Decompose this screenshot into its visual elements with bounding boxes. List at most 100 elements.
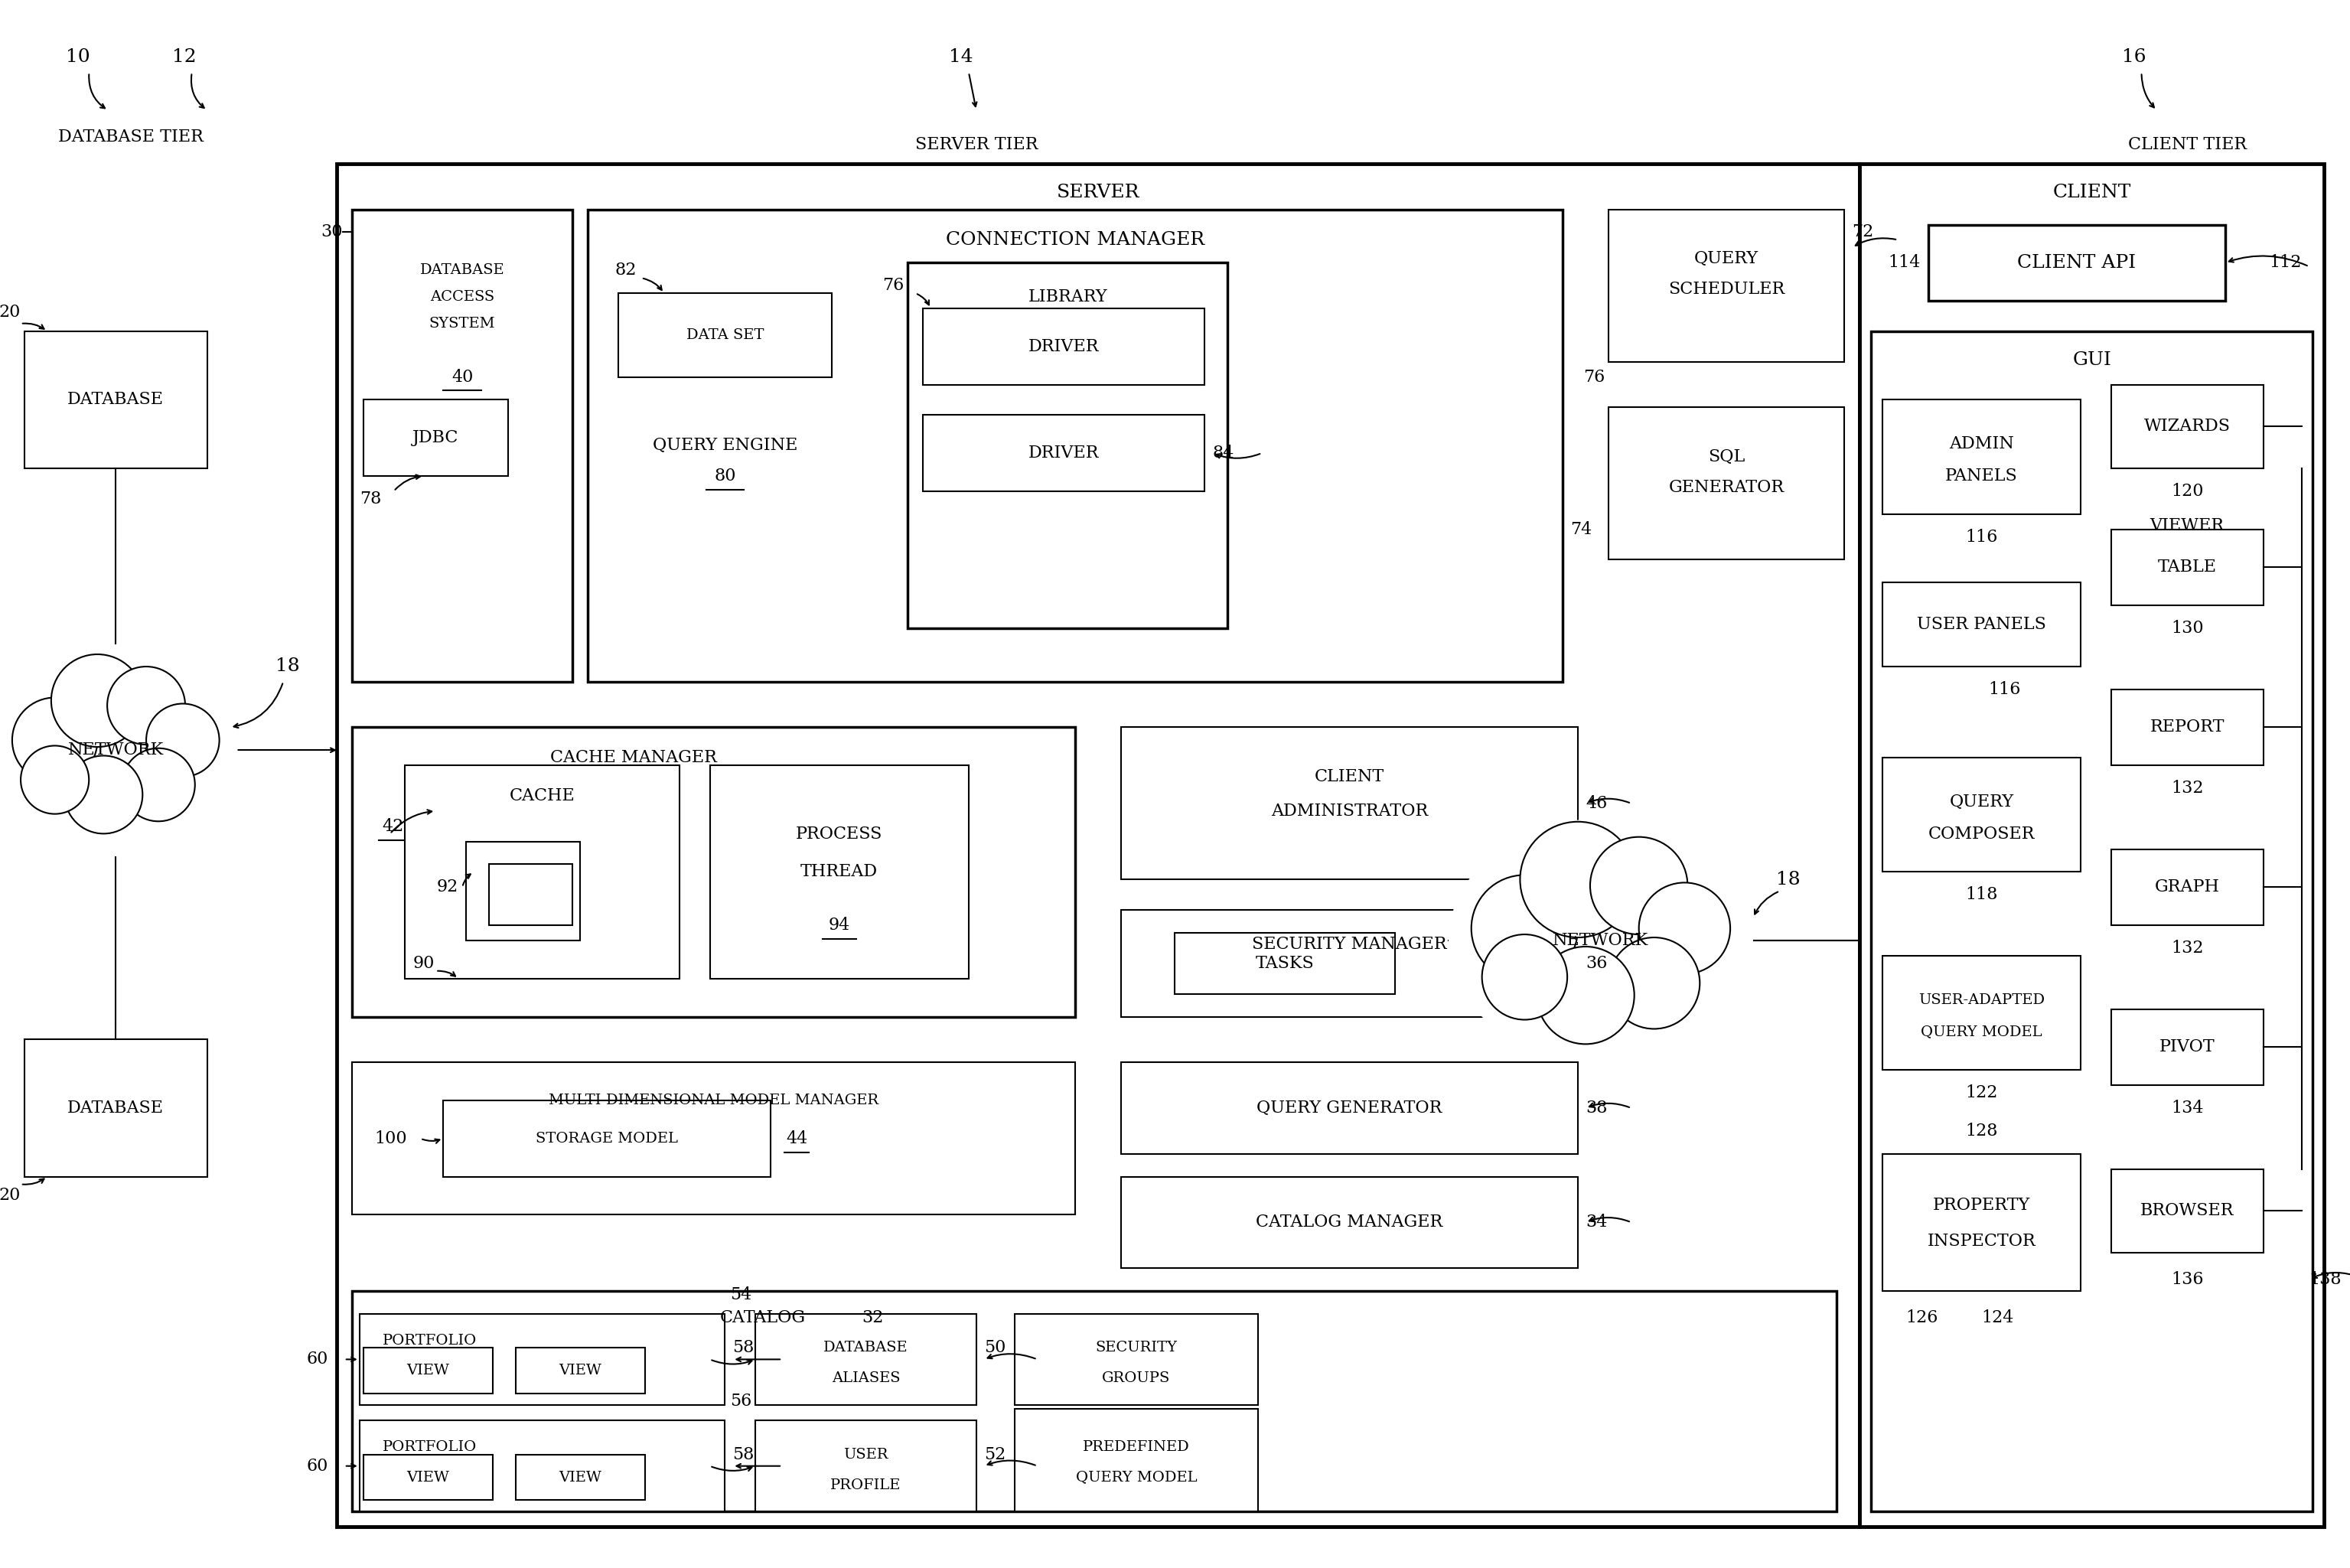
Text: INSPECTOR: INSPECTOR — [1927, 1232, 2035, 1250]
Text: QUERY MODEL: QUERY MODEL — [1076, 1471, 1196, 1485]
Text: QUERY GENERATOR: QUERY GENERATOR — [1257, 1099, 1443, 1116]
Text: CLIENT TIER: CLIENT TIER — [2127, 136, 2247, 154]
Text: SECURITY MANAGER: SECURITY MANAGER — [1253, 936, 1448, 953]
Ellipse shape — [1448, 818, 1753, 1063]
Text: 18: 18 — [275, 657, 301, 676]
Bar — [1121, 1176, 1577, 1269]
Text: CLIENT: CLIENT — [1314, 768, 1384, 786]
Text: 76: 76 — [1584, 368, 1605, 386]
Bar — [924, 416, 1206, 491]
Circle shape — [1591, 837, 1687, 935]
Text: PROFILE: PROFILE — [830, 1479, 900, 1491]
Text: 46: 46 — [1586, 795, 1607, 812]
Text: 12: 12 — [172, 49, 197, 66]
Text: PORTFOLIO: PORTFOLIO — [383, 1439, 477, 1454]
Text: NETWORK: NETWORK — [1553, 931, 1650, 949]
Bar — [364, 1455, 493, 1501]
Text: GENERATOR: GENERATOR — [1668, 478, 1784, 495]
Bar — [352, 728, 1076, 1016]
Text: 54: 54 — [731, 1286, 752, 1303]
Bar — [404, 765, 679, 978]
Bar — [1882, 757, 2080, 872]
Text: DATA SET: DATA SET — [686, 328, 764, 342]
Text: 132: 132 — [2171, 939, 2204, 956]
Text: VIEW: VIEW — [559, 1364, 602, 1378]
Bar — [515, 1455, 644, 1501]
Circle shape — [1638, 883, 1730, 974]
Bar — [2110, 850, 2263, 925]
Text: 126: 126 — [1906, 1309, 1939, 1327]
Text: 10: 10 — [66, 49, 89, 66]
Bar — [465, 842, 580, 941]
Text: STORAGE MODEL: STORAGE MODEL — [536, 1132, 679, 1145]
Text: 20: 20 — [0, 304, 21, 320]
Bar — [1175, 933, 1396, 994]
Text: MULTI-DIMENSIONAL MODEL MANAGER: MULTI-DIMENSIONAL MODEL MANAGER — [548, 1093, 879, 1107]
Text: PREDEFINED: PREDEFINED — [1083, 1439, 1189, 1454]
Text: 84: 84 — [1213, 445, 1234, 461]
Text: 60: 60 — [306, 1352, 329, 1367]
Bar — [2110, 1010, 2263, 1085]
Bar — [1871, 331, 2312, 1512]
Text: 20: 20 — [0, 1187, 21, 1204]
Text: NETWORK: NETWORK — [68, 742, 165, 759]
Circle shape — [52, 654, 143, 746]
Circle shape — [63, 756, 143, 834]
Text: SCHEDULER: SCHEDULER — [1668, 281, 1784, 298]
Text: 58: 58 — [733, 1446, 754, 1463]
Text: DATABASE: DATABASE — [68, 392, 165, 408]
Circle shape — [12, 698, 96, 782]
Bar — [1607, 210, 1845, 362]
Text: COMPOSER: COMPOSER — [1929, 825, 2035, 842]
Bar — [924, 309, 1206, 384]
Text: 42: 42 — [383, 818, 404, 834]
Bar — [754, 1421, 975, 1512]
Text: SQL: SQL — [1708, 448, 1746, 466]
Text: 114: 114 — [1887, 254, 1920, 271]
Text: GUI: GUI — [2073, 351, 2110, 368]
Text: 34: 34 — [1586, 1214, 1607, 1231]
Text: 38: 38 — [1586, 1099, 1607, 1116]
Text: TASKS: TASKS — [1255, 955, 1314, 972]
Text: QUERY: QUERY — [1950, 793, 2014, 811]
Text: CONNECTION MANAGER: CONNECTION MANAGER — [947, 230, 1206, 249]
Text: 92: 92 — [437, 878, 458, 895]
Bar — [352, 210, 573, 682]
Text: QUERY: QUERY — [1694, 251, 1758, 267]
Text: ALIASES: ALIASES — [832, 1372, 900, 1385]
Text: 36: 36 — [1586, 955, 1607, 972]
Text: ADMINISTRATOR: ADMINISTRATOR — [1271, 803, 1429, 820]
Ellipse shape — [0, 651, 237, 850]
Text: 74: 74 — [1570, 521, 1591, 538]
Text: 32: 32 — [862, 1309, 884, 1327]
Bar — [588, 210, 1563, 682]
Bar — [1121, 909, 1577, 1016]
Text: 116: 116 — [1965, 528, 1997, 546]
Text: DATABASE: DATABASE — [68, 1099, 165, 1116]
Circle shape — [146, 704, 219, 776]
Text: 132: 132 — [2171, 779, 2204, 797]
Text: 60: 60 — [306, 1458, 329, 1474]
Bar — [364, 400, 508, 477]
Bar — [2110, 530, 2263, 605]
Bar — [1859, 163, 2324, 1527]
Circle shape — [1520, 822, 1636, 938]
Text: CATALOG: CATALOG — [719, 1309, 806, 1327]
Text: PORTFOLIO: PORTFOLIO — [383, 1333, 477, 1347]
Text: DATABASE TIER: DATABASE TIER — [59, 129, 204, 146]
Text: CLIENT: CLIENT — [2054, 183, 2131, 201]
Text: 124: 124 — [1981, 1309, 2014, 1327]
Text: USER PANELS: USER PANELS — [1918, 616, 2047, 633]
Text: SERVER: SERVER — [1058, 183, 1140, 201]
Bar — [1121, 1063, 1577, 1154]
Text: PANELS: PANELS — [1946, 467, 2019, 485]
Text: 58: 58 — [733, 1339, 754, 1356]
Bar — [754, 1314, 975, 1405]
Text: VIEW: VIEW — [407, 1471, 449, 1485]
Text: 30: 30 — [322, 224, 343, 240]
Text: 76: 76 — [881, 278, 905, 293]
Bar — [1882, 400, 2080, 514]
Text: 128: 128 — [1965, 1123, 1997, 1140]
Bar — [1607, 408, 1845, 560]
Circle shape — [1537, 947, 1633, 1044]
